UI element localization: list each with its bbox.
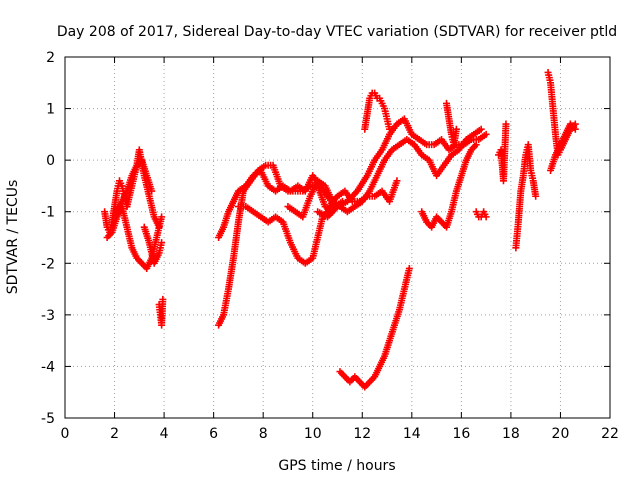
y-tick-label: -1 [41, 205, 55, 221]
y-tick-label: -4 [41, 359, 55, 375]
data-point [532, 192, 540, 200]
chart-title: Day 208 of 2017, Sidereal Day-to-day VTE… [57, 24, 617, 40]
x-tick-label: 8 [259, 426, 268, 442]
series-sat-d [123, 156, 156, 211]
data-point [477, 125, 485, 133]
data-point [571, 125, 579, 133]
x-tick-label: 16 [452, 426, 470, 442]
series-sat-j [284, 125, 485, 221]
y-tick-label: -5 [41, 411, 55, 427]
series-sat-m [336, 264, 413, 391]
series-sat-f [155, 295, 167, 329]
series-sat-l [361, 89, 394, 133]
x-tick-label: 6 [209, 426, 218, 442]
data-point [158, 213, 166, 221]
series-sat-n [418, 141, 480, 231]
x-tick-label: 22 [601, 426, 619, 442]
series-sat-q [495, 120, 510, 185]
x-tick-label: 10 [304, 426, 322, 442]
data-point [482, 130, 490, 138]
x-axis-label: GPS time / hours [278, 458, 395, 474]
data-point [159, 295, 167, 303]
y-tick-label: 1 [46, 102, 55, 118]
series-sat-p [472, 208, 490, 221]
y-tick-label: -3 [41, 308, 55, 324]
x-tick-label: 12 [353, 426, 371, 442]
data-point [155, 223, 163, 231]
y-tick-label: 2 [46, 50, 55, 66]
grid [65, 57, 610, 418]
series-sat-o [443, 99, 460, 149]
y-tick-label: -2 [41, 256, 55, 272]
plot-frame [64, 56, 611, 419]
x-tick-label: 18 [502, 426, 520, 442]
data-point [393, 177, 401, 185]
data-point [405, 264, 413, 272]
data-point [386, 125, 394, 133]
y-tick-label: 0 [46, 153, 55, 169]
data-point [452, 125, 460, 133]
x-tick-label: 14 [403, 426, 421, 442]
x-tick-label: 20 [552, 426, 570, 442]
series-sat-r [512, 141, 540, 252]
series-sat-t [547, 120, 579, 174]
data-point [482, 213, 490, 221]
data-point [502, 120, 510, 128]
data-marks [101, 68, 579, 391]
series-sat-b [103, 203, 166, 272]
data-point [148, 187, 156, 195]
x-tick-label: 2 [110, 426, 119, 442]
x-tick-label: 0 [61, 426, 70, 442]
x-tick-label: 4 [160, 426, 169, 442]
y-axis-label: SDTVAR / TECUs [5, 180, 21, 295]
data-point [158, 239, 166, 247]
series-sat-e [140, 223, 166, 267]
data-point [472, 141, 480, 149]
series-sat-s [544, 68, 579, 159]
